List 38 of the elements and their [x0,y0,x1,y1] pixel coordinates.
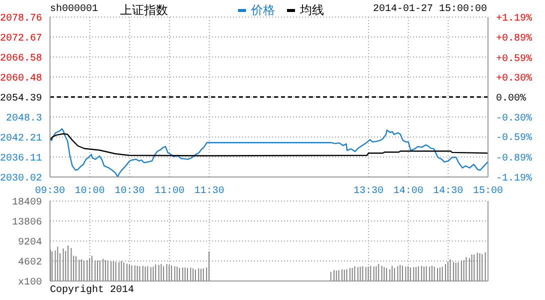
y-tick-label: 2066.58 [0,53,42,64]
x-tick-label: 11:30 [194,186,224,197]
y-tick-label: 2054.39 [0,94,42,104]
y2-tick-label: +0.30% [496,73,532,84]
y2-tick-label: -0.30% [496,114,532,125]
y-tick-label: 4602 [18,258,42,268]
y-tick-label: 2072.67 [0,33,42,44]
text: Copyright 2014 [50,285,134,296]
y-tick-label: 13806 [12,218,42,229]
y2-tick-label: 0.00% [496,94,526,104]
y2-tick-label: -0.59% [496,133,532,144]
y2-tick-label: +0.59% [496,54,532,65]
x-tick-label: 11:00 [154,186,184,197]
x-tick-label: 13:30 [354,186,384,197]
x-tick-label: 10:00 [74,186,105,197]
x-tick-label: 09:30 [34,186,66,197]
x-tick-label: 10:30 [114,186,145,197]
text: 2014-01-27 15:00:00 [372,4,487,15]
y2-tick-label: -1.19% [496,174,532,184]
y2-tick-label: +0.89% [496,34,532,45]
y-tick-label: 2036.11 [0,154,42,165]
legend-label: 价格 [250,2,275,19]
x-tick-label: 15:00 [472,186,504,197]
chart-title: 上证指数 [120,2,168,19]
x-tick-label: 14:00 [393,186,424,197]
legend-label: 均线 [299,2,324,19]
y-tick-label: 2060.48 [0,74,42,85]
y-tick-label: 2042.21 [0,133,42,144]
chart-subtitle: sh000001 [50,4,98,15]
y-tick-label: 2030.02 [0,174,42,184]
y-tick-label: 9204 [18,238,42,248]
x-tick-label: 14:30 [433,186,464,197]
y2-tick-label: -0.89% [496,153,532,164]
y-tick-label: 2048.3 [6,113,42,124]
y-tick-label: 2078.76 [0,14,42,24]
y-tick-label: x100 [18,278,42,288]
y2-tick-label: +1.19% [496,14,532,24]
y-tick-label: 18409 [12,198,42,208]
